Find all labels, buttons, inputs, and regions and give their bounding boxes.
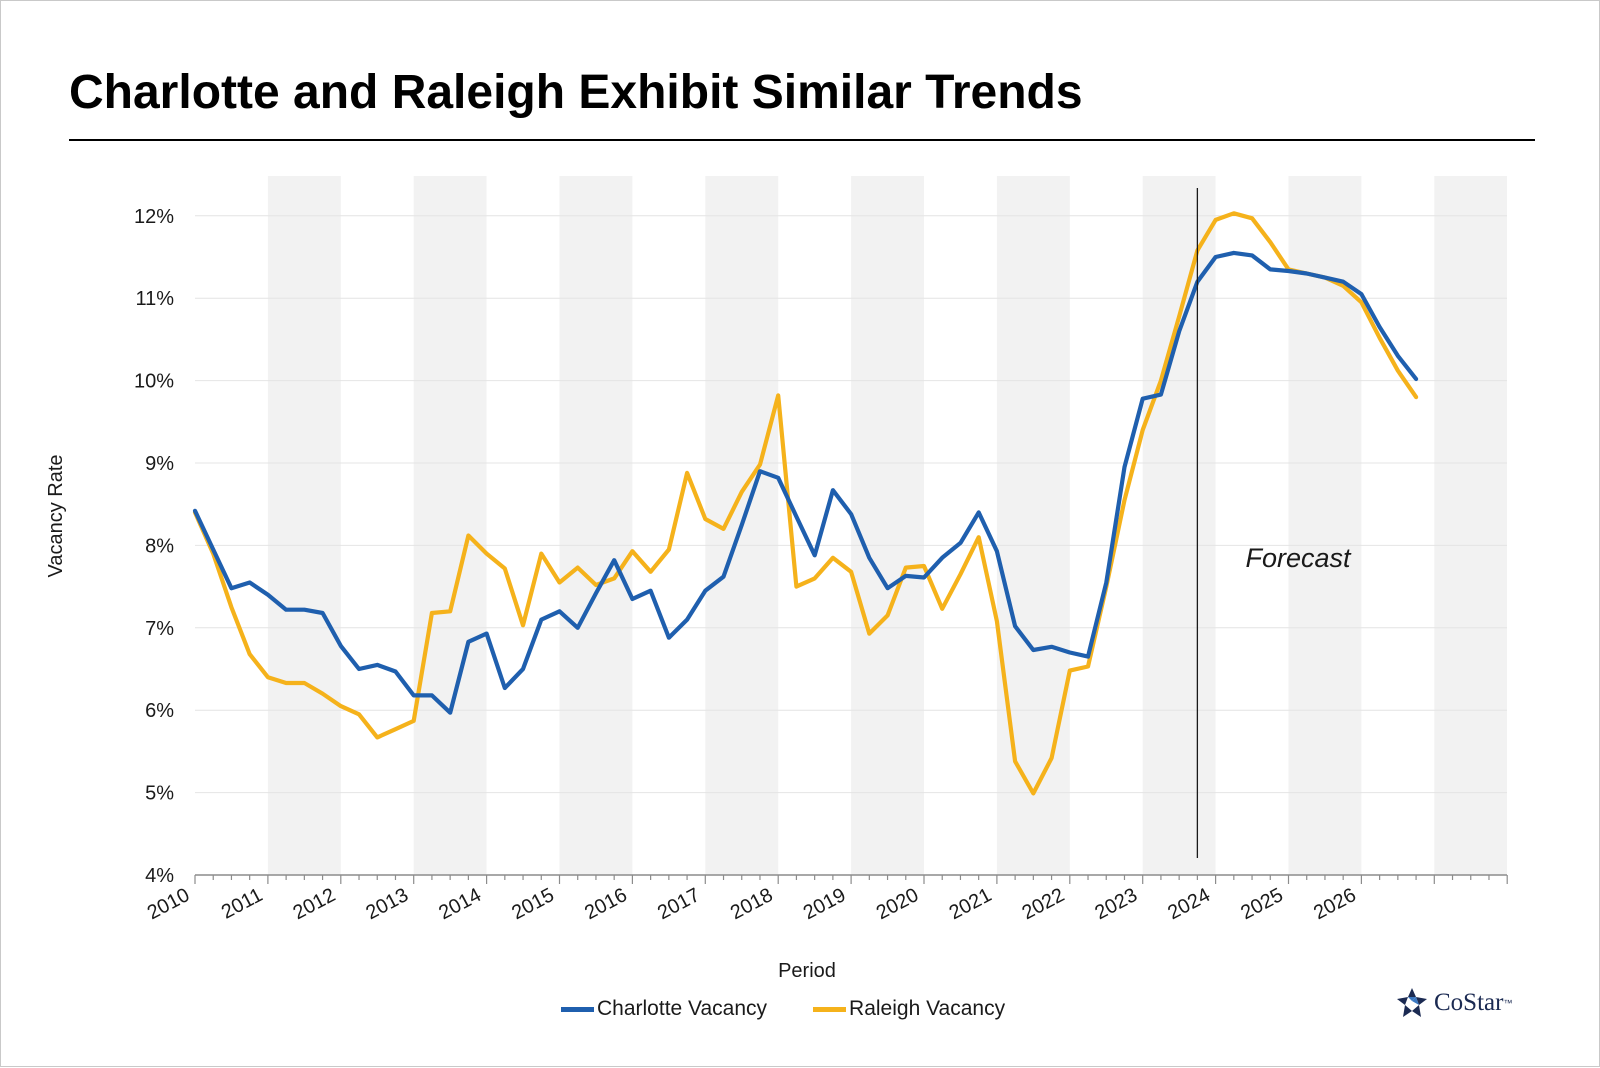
costar-star-logo-icon — [1397, 988, 1427, 1017]
shaded-band-2025 — [1288, 176, 1362, 875]
x-axis: 2010 2011 2012 2013 2014 2015 2016 2017 2018 2019… — [144, 874, 1508, 924]
x-tick-label: 2023 — [1091, 884, 1141, 924]
forecast-marker: Forecast — [1196, 188, 1352, 858]
y-tick-label: 12% — [134, 206, 174, 228]
shaded-band-2027 — [1434, 176, 1507, 875]
x-tick-label: 2015 — [508, 884, 558, 924]
legend-label-raleigh: Raleigh Vacancy — [849, 997, 1006, 1020]
shaded-band-2023 — [1142, 176, 1216, 875]
legend: Charlotte Vacancy Raleigh Vacancy — [561, 997, 1005, 1021]
x-tick-label: 2013 — [362, 884, 412, 924]
series-lines — [192, 211, 1419, 796]
y-tick-label: 6% — [145, 700, 174, 722]
brand-name: CoStar — [1434, 989, 1504, 1016]
legend-label-charlotte: Charlotte Vacancy — [597, 997, 768, 1020]
x-tick-label: 2026 — [1310, 884, 1360, 924]
gridlines — [195, 215, 1507, 794]
y-tick-label: 11% — [135, 288, 174, 310]
legend-swatch-raleigh — [813, 1006, 847, 1012]
x-tick-label: 2025 — [1237, 884, 1287, 924]
y-axis-ticks: 4% 5% 6% 7% 8% 9% 10% 11% 12% — [134, 206, 174, 887]
forecast-label: Forecast — [1245, 543, 1352, 573]
shaded-band-2015 — [559, 176, 633, 875]
x-tick-label: 2014 — [435, 884, 485, 924]
x-tick-label: 2020 — [873, 884, 923, 924]
x-axis-label: Period — [778, 960, 836, 982]
y-tick-label: 5% — [145, 783, 174, 805]
x-tick-label: 2018 — [727, 884, 777, 924]
y-tick-label: 4% — [145, 865, 174, 887]
title-underline — [69, 139, 1535, 141]
x-tick-label: 2024 — [1164, 884, 1214, 924]
shaded-band-2013 — [413, 176, 487, 875]
y-tick-label: 10% — [134, 371, 174, 393]
x-tick-label: 2019 — [800, 884, 850, 924]
y-tick-label: 7% — [145, 618, 174, 640]
legend-item-charlotte: Charlotte Vacancy — [561, 997, 767, 1021]
shaded-year-bands — [267, 176, 1507, 875]
chart-title: Charlotte and Raleigh Exhibit Similar Tr… — [69, 66, 1083, 119]
y-tick-label: 8% — [145, 535, 174, 557]
x-tick-label: 2022 — [1019, 884, 1069, 924]
shaded-band-2019 — [851, 176, 924, 875]
x-tick-label: 2011 — [218, 884, 266, 924]
series-line-raleigh — [192, 211, 1419, 796]
x-tick-label: 2012 — [290, 884, 340, 924]
x-tick-label: 2017 — [654, 884, 704, 924]
legend-item-raleigh: Raleigh Vacancy — [813, 997, 1005, 1021]
legend-swatch-charlotte — [561, 1006, 594, 1012]
costar-logo: CoStar ™ — [1396, 987, 1512, 1019]
shaded-band-2011 — [267, 176, 341, 875]
y-axis-label: Vacancy Rate — [45, 454, 67, 577]
shaded-band-2021 — [996, 176, 1070, 875]
x-tick-label: 2016 — [581, 884, 631, 924]
brand-trademark: ™ — [1503, 998, 1513, 1008]
series-line-charlotte — [192, 250, 1419, 715]
x-tick-label: 2010 — [144, 884, 194, 924]
x-tick-label: 2021 — [946, 884, 996, 924]
y-tick-label: 9% — [145, 453, 174, 475]
